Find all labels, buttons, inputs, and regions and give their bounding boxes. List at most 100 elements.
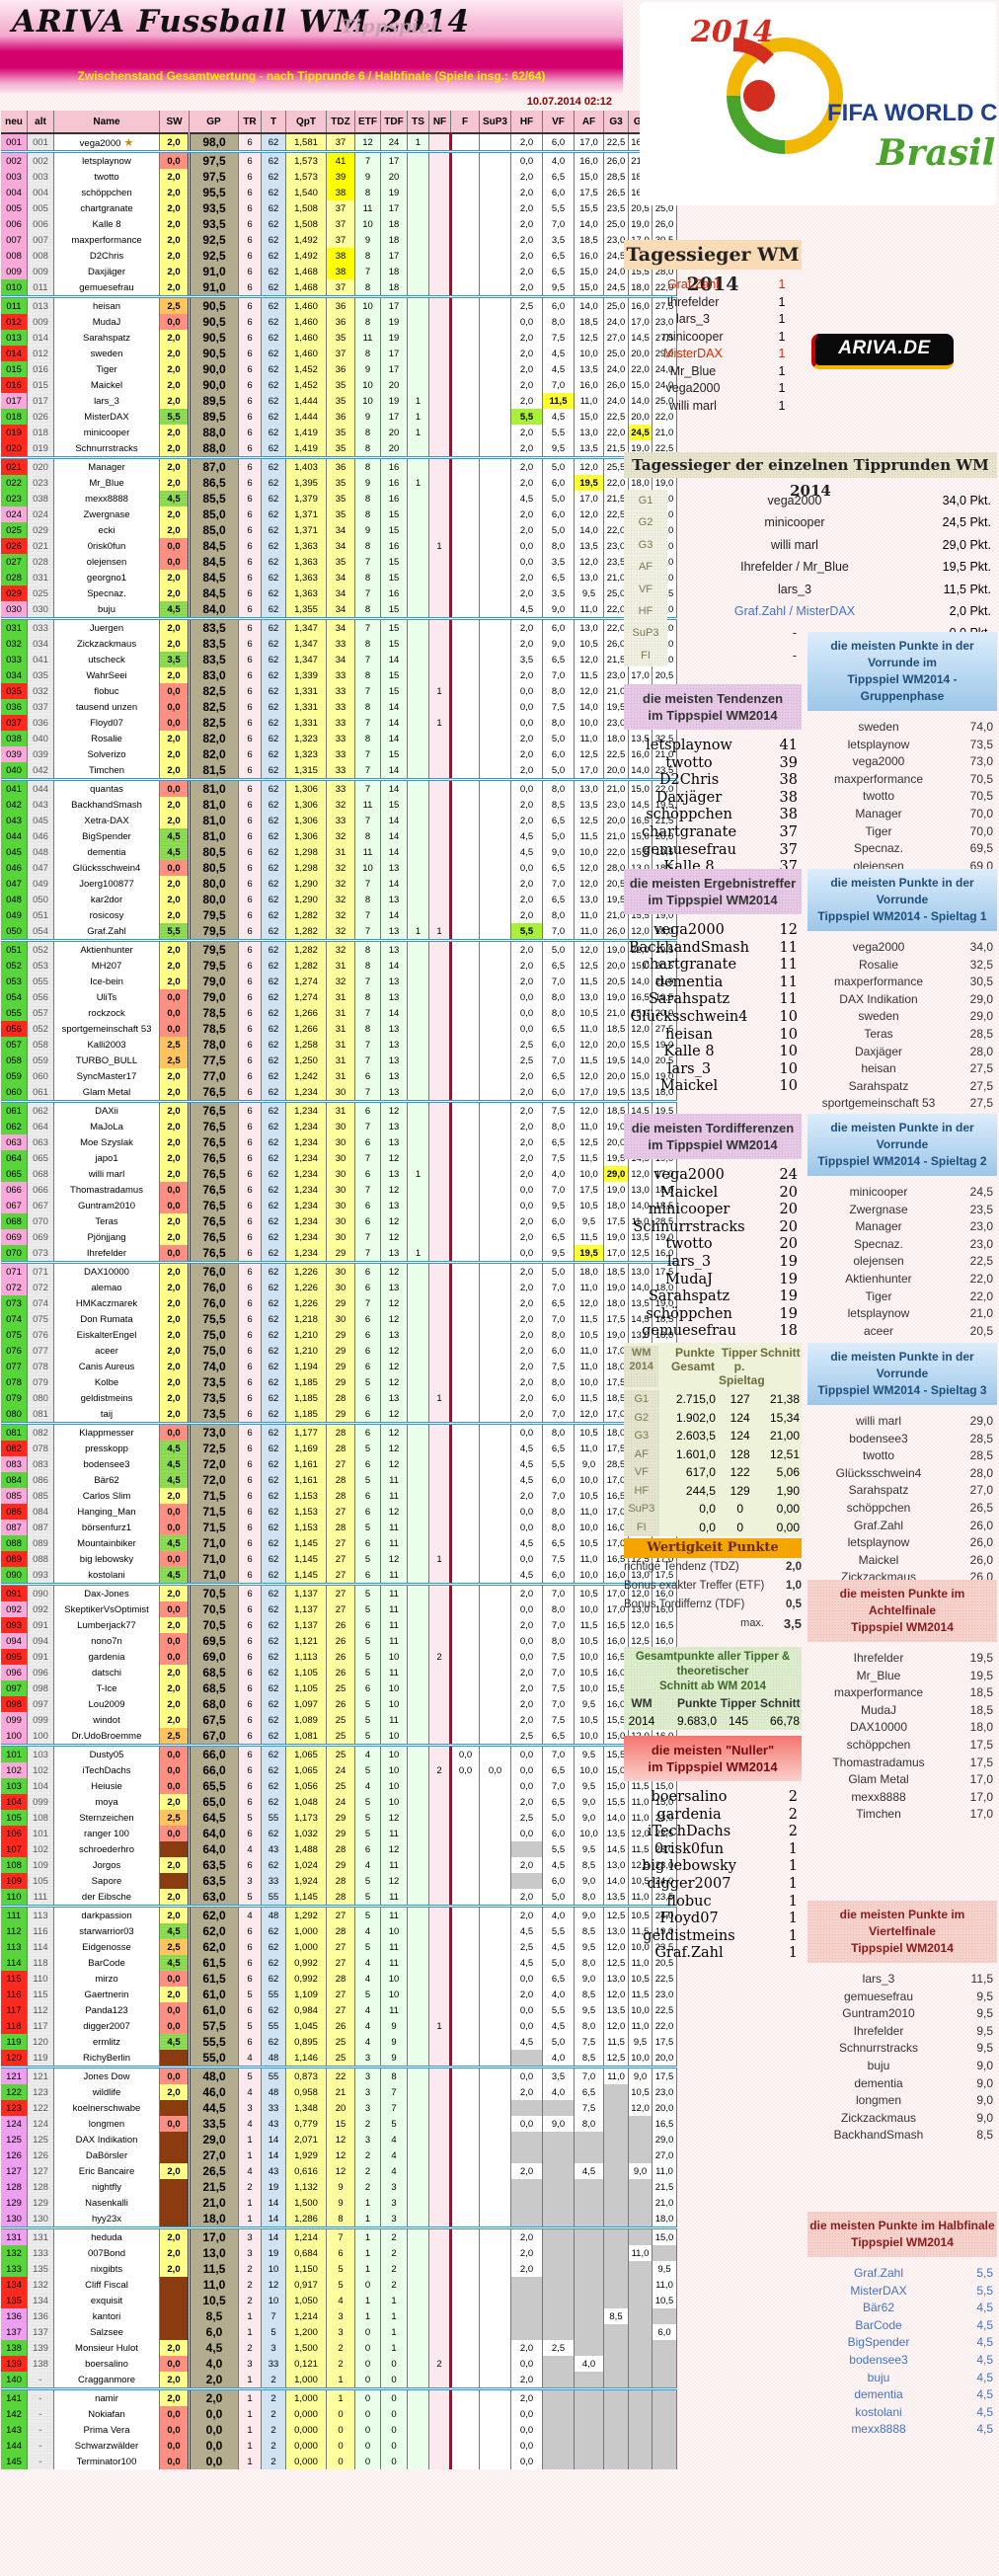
cell-name[interactable]: Mountainbiker (53, 1535, 160, 1551)
cell-name[interactable]: georgno1 (53, 570, 160, 585)
cell-name[interactable]: ranger 100 (53, 1826, 160, 1841)
cell-name[interactable]: Ihrefelder (53, 1245, 160, 1264)
cell-name[interactable]: Mr_Blue (53, 475, 160, 491)
cell-name[interactable]: Terminator100 (53, 2454, 160, 2469)
cell-name[interactable]: Sapore (53, 1873, 160, 1889)
cell-name[interactable]: Monsieur Hulot (53, 2340, 160, 2356)
cell-name[interactable]: namir (53, 2388, 160, 2406)
cell-name[interactable]: Zwergnase (53, 507, 160, 522)
cell-name[interactable]: maxperformance (53, 232, 160, 248)
cell-name[interactable]: hyy23x (53, 2211, 160, 2229)
cell-name[interactable]: Eidgenosse (53, 1939, 160, 1955)
cell-name[interactable]: UliTs (53, 989, 160, 1005)
cell-name[interactable]: Joerg100877 (53, 876, 160, 892)
cell-name[interactable]: Nasenkalli (53, 2195, 160, 2211)
cell-name[interactable]: mexx8888 (53, 491, 160, 507)
cell-name[interactable]: Kalli2003 (53, 1037, 160, 1053)
cell-name[interactable]: moya (53, 1794, 160, 1810)
cell-name[interactable]: EiskalterEngel (53, 1327, 160, 1343)
cell-name[interactable]: BarCode (53, 1955, 160, 1971)
cell-name[interactable]: geldistmeins (53, 1390, 160, 1406)
cell-name[interactable]: 007Bond (53, 2245, 160, 2261)
cell-name[interactable]: Jones Dow (53, 2067, 160, 2084)
cell-name[interactable]: börsenfurz1 (53, 1520, 160, 1535)
cell-name[interactable]: Sternzeichen (53, 1810, 160, 1826)
cell-name[interactable]: olejensen (53, 554, 160, 570)
cell-name[interactable]: DaBörsler (53, 2147, 160, 2163)
cell-name[interactable]: Thomastradamus (53, 1182, 160, 1198)
cell-name[interactable]: Bär62 (53, 1472, 160, 1488)
cell-name[interactable]: lars_3 (53, 393, 160, 409)
cell-name[interactable]: MaJoLa (53, 1119, 160, 1134)
cell-name[interactable]: T-Ice (53, 1680, 160, 1696)
cell-name[interactable]: vega2000 ★ (53, 133, 160, 153)
cell-name[interactable]: koelnerschwabe (53, 2100, 160, 2116)
cell-name[interactable]: SyncMaster17 (53, 1068, 160, 1084)
cell-name[interactable]: tausend unzen (53, 699, 160, 715)
cell-name[interactable]: Graf.Zahl (53, 923, 160, 942)
cell-name[interactable]: alemao (53, 1280, 160, 1295)
cell-name[interactable]: digger2007 (53, 2018, 160, 2034)
cell-name[interactable]: schroederhro (53, 1841, 160, 1857)
cell-name[interactable]: Prima Vera (53, 2422, 160, 2438)
cell-name[interactable]: Pjönjjang (53, 1229, 160, 1245)
cell-name[interactable]: Carlos Slim (53, 1488, 160, 1504)
cell-name[interactable]: Panda123 (53, 2002, 160, 2018)
cell-name[interactable]: chartgranate (53, 200, 160, 216)
cell-name[interactable]: nixgibts (53, 2261, 160, 2277)
cell-name[interactable]: utscheck (53, 652, 160, 667)
cell-name[interactable]: TURBO_BULL (53, 1053, 160, 1068)
cell-name[interactable]: 0risk0fun (53, 538, 160, 554)
cell-name[interactable]: aceer (53, 1343, 160, 1359)
cell-name[interactable]: Don Rumata (53, 1311, 160, 1327)
cell-name[interactable]: schöppchen (53, 185, 160, 200)
cell-name[interactable]: Maickel (53, 377, 160, 393)
cell-name[interactable]: Cragganmore (53, 2372, 160, 2390)
cell-name[interactable]: boersalino (53, 2356, 160, 2372)
cell-name[interactable]: SkeptikerVsOptimist (53, 1601, 160, 1617)
cell-name[interactable]: Aktienhunter (53, 940, 160, 958)
cell-name[interactable]: twotto (53, 169, 160, 185)
cell-name[interactable]: letsplaynow (53, 151, 160, 169)
cell-name[interactable]: Tiger (53, 361, 160, 377)
cell-name[interactable]: windot (53, 1712, 160, 1728)
cell-name[interactable]: Dr.UdoBroemme (53, 1728, 160, 1747)
cell-name[interactable]: der Eibsche (53, 1889, 160, 1908)
cell-name[interactable]: Kolbe (53, 1374, 160, 1390)
cell-name[interactable]: presskopp (53, 1441, 160, 1456)
cell-name[interactable]: WahrSeei (53, 667, 160, 683)
cell-name[interactable]: Dusty05 (53, 1745, 160, 1762)
cell-name[interactable]: HMKaczmarek (53, 1295, 160, 1311)
cell-name[interactable]: kar2dor (53, 892, 160, 907)
cell-name[interactable]: rockzock (53, 1005, 160, 1021)
cell-name[interactable]: Heiusie (53, 1778, 160, 1794)
cell-name[interactable]: Schwarzwälder (53, 2438, 160, 2454)
cell-name[interactable]: longmen (53, 2116, 160, 2132)
cell-name[interactable]: ermlitz (53, 2034, 160, 2050)
cell-name[interactable]: Glücksschwein4 (53, 860, 160, 876)
cell-name[interactable]: Sarahspatz (53, 330, 160, 346)
cell-name[interactable]: Xetra-DAX (53, 813, 160, 828)
cell-name[interactable]: Daxjäger (53, 264, 160, 279)
cell-name[interactable]: gardenia (53, 1649, 160, 1665)
cell-name[interactable]: Jorgos (53, 1857, 160, 1873)
cell-name[interactable]: Floyd07 (53, 715, 160, 731)
cell-name[interactable]: taij (53, 1406, 160, 1425)
cell-name[interactable]: quantas (53, 779, 160, 797)
cell-name[interactable]: D2Chris (53, 248, 160, 264)
cell-name[interactable]: heduda (53, 2227, 160, 2245)
cell-name[interactable]: MisterDAX (53, 409, 160, 425)
cell-name[interactable]: Eric Bancaire (53, 2163, 160, 2179)
cell-name[interactable]: Salzsee (53, 2324, 160, 2340)
cell-name[interactable]: Hanging_Man (53, 1504, 160, 1520)
cell-name[interactable]: japo1 (53, 1150, 160, 1166)
cell-name[interactable]: darkpassion (53, 1906, 160, 1923)
cell-name[interactable]: gemuesefrau (53, 279, 160, 298)
cell-name[interactable]: iTechDachs (53, 1762, 160, 1778)
cell-name[interactable]: Specnaz. (53, 585, 160, 601)
cell-name[interactable]: Gaertnerin (53, 1987, 160, 2002)
cell-name[interactable]: Klappmesser (53, 1423, 160, 1441)
cell-name[interactable]: starwarrior03 (53, 1923, 160, 1939)
cell-name[interactable]: datschi (53, 1665, 160, 1680)
cell-name[interactable]: heisan (53, 296, 160, 314)
